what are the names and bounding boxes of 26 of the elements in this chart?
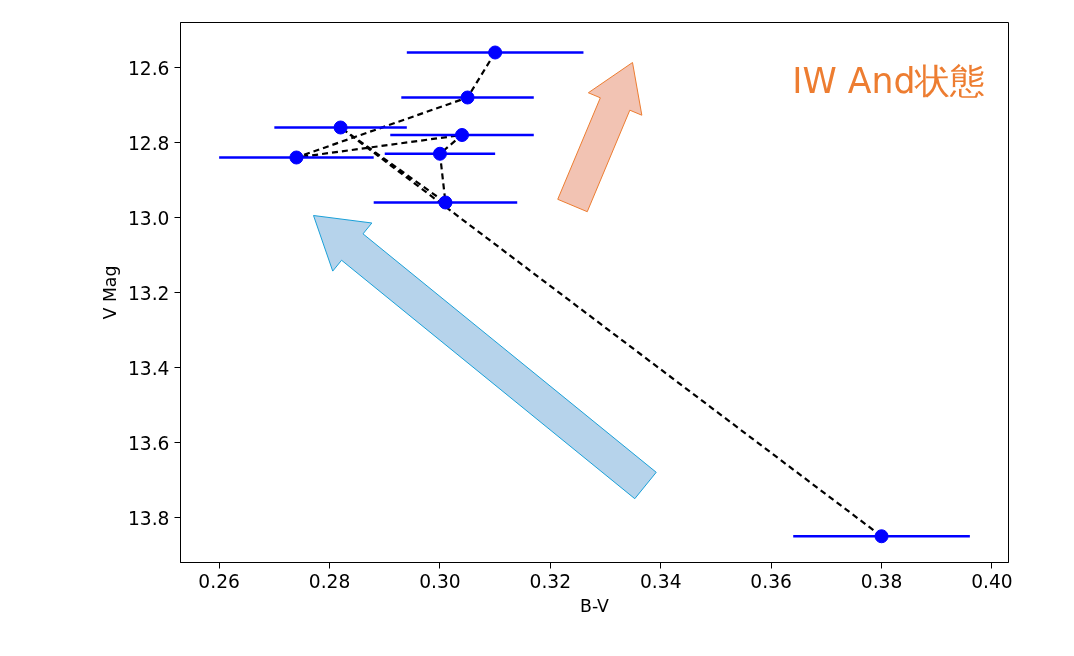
x-tick-label: 0.34 [639, 570, 682, 592]
y-tick-label: 13.8 [127, 507, 170, 529]
annotation: IW And状態 [792, 60, 986, 101]
point [874, 529, 889, 544]
point [460, 90, 475, 105]
y-tick-label: 13.4 [127, 357, 170, 379]
point [455, 128, 470, 142]
y-tick-label: 13.0 [127, 207, 170, 229]
x-axis-title: B-V [580, 595, 610, 616]
point [333, 120, 348, 135]
y-tick-label: 13.2 [127, 282, 170, 304]
x-tick-label: 0.32 [529, 570, 572, 592]
x-tick-label: 0.36 [750, 570, 792, 592]
x-tick-label: 0.26 [198, 570, 240, 592]
point [432, 146, 447, 161]
point [488, 45, 503, 60]
x-tick-label: 0.30 [419, 570, 461, 592]
point [289, 150, 304, 165]
x-tick-label: 0.28 [308, 570, 351, 592]
x-tick-label: 0.38 [860, 570, 903, 592]
x-tick-label: 0.40 [971, 570, 1013, 592]
point [438, 195, 453, 210]
y-axis-title: V Mag [99, 265, 120, 320]
y-tick-label: 12.6 [127, 57, 170, 79]
y-tick-label: 12.8 [127, 132, 170, 154]
y-tick-label: 13.6 [127, 432, 170, 454]
